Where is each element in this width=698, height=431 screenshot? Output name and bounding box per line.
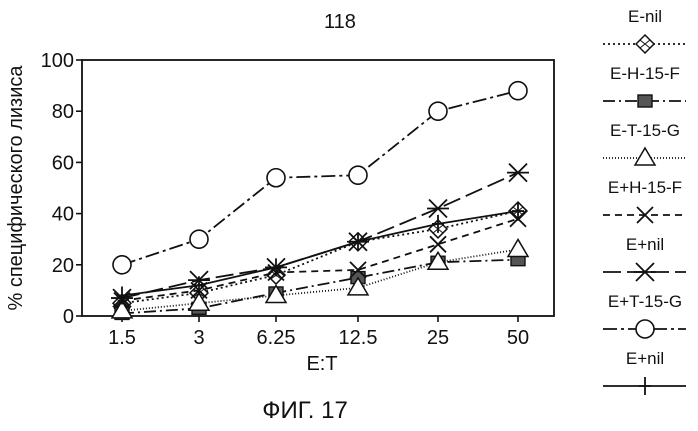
figure-caption: ФИГ. 17: [262, 397, 348, 424]
x-axis: 1.5 3 6.25 12.5 25 50: [108, 316, 529, 349]
series-5: [113, 82, 527, 274]
legend-marker: [636, 35, 654, 53]
legend-marker: [639, 377, 651, 395]
legend-label: E+nil: [626, 235, 664, 254]
x-tick-label: 12.5: [339, 327, 378, 349]
data-point: [349, 166, 367, 184]
series-layer: [111, 82, 529, 320]
legend-entry: E-nil: [603, 7, 686, 53]
legend-label: E-nil: [628, 7, 662, 26]
legend-entry: E+T-15-G: [603, 292, 686, 338]
data-point: [427, 199, 449, 217]
y-tick-label: 60: [52, 152, 74, 174]
data-point: [429, 102, 447, 120]
y-tick-label: 40: [52, 204, 74, 226]
data-point: [113, 256, 131, 274]
legend-marker: [636, 320, 654, 338]
legend-marker: [634, 263, 656, 281]
y-axis-label: % специфического лизиса: [5, 65, 27, 311]
data-point: [507, 164, 529, 182]
legend-label: E+nil: [626, 349, 664, 368]
plot-frame: [82, 60, 554, 316]
y-tick-label: 100: [41, 50, 74, 72]
data-point: [509, 82, 527, 100]
data-point: [508, 239, 528, 256]
series-3: [114, 211, 526, 309]
legend-label: E+H-15-F: [608, 178, 682, 197]
legend-label: E-T-15-G: [610, 121, 680, 140]
legend-marker: [638, 95, 652, 107]
legend: E-nil E-H-15-F E-T-15-G E+H-15-F E+nil E+T-15…: [603, 7, 686, 395]
y-tick-label: 0: [63, 306, 74, 328]
legend-label: E+T-15-G: [608, 292, 682, 311]
legend-label: E-H-15-F: [610, 64, 680, 83]
x-tick-label: 1.5: [108, 327, 136, 349]
data-point: [512, 202, 524, 220]
series-6: [116, 202, 524, 304]
legend-entry: E-T-15-G: [603, 121, 686, 165]
series-line: [122, 211, 518, 295]
legend-entry: E+H-15-F: [603, 178, 686, 223]
series-line: [122, 91, 518, 265]
legend-entry: E-H-15-F: [603, 64, 686, 107]
x-tick-label: 3: [193, 327, 204, 349]
series-line: [122, 249, 518, 310]
series-line: [122, 260, 518, 314]
series-2: [112, 239, 528, 317]
y-tick-label: 20: [52, 255, 74, 277]
x-axis-label: E:T: [306, 353, 337, 375]
data-point: [267, 169, 285, 187]
series-1: [115, 254, 525, 320]
legend-entry: E+nil: [603, 235, 686, 281]
data-point: [190, 230, 208, 248]
series-line: [122, 211, 518, 303]
x-tick-label: 50: [507, 327, 529, 349]
x-tick-label: 25: [427, 327, 449, 349]
legend-entry: E+nil: [603, 349, 686, 395]
y-axis: 0 20 40 60 80 100: [41, 50, 82, 328]
page-number: 118: [324, 11, 356, 33]
y-tick-label: 80: [52, 101, 74, 123]
series-line: [122, 173, 518, 298]
x-tick-label: 6.25: [257, 327, 296, 349]
legend-marker: [635, 148, 655, 165]
data-point: [352, 233, 364, 251]
